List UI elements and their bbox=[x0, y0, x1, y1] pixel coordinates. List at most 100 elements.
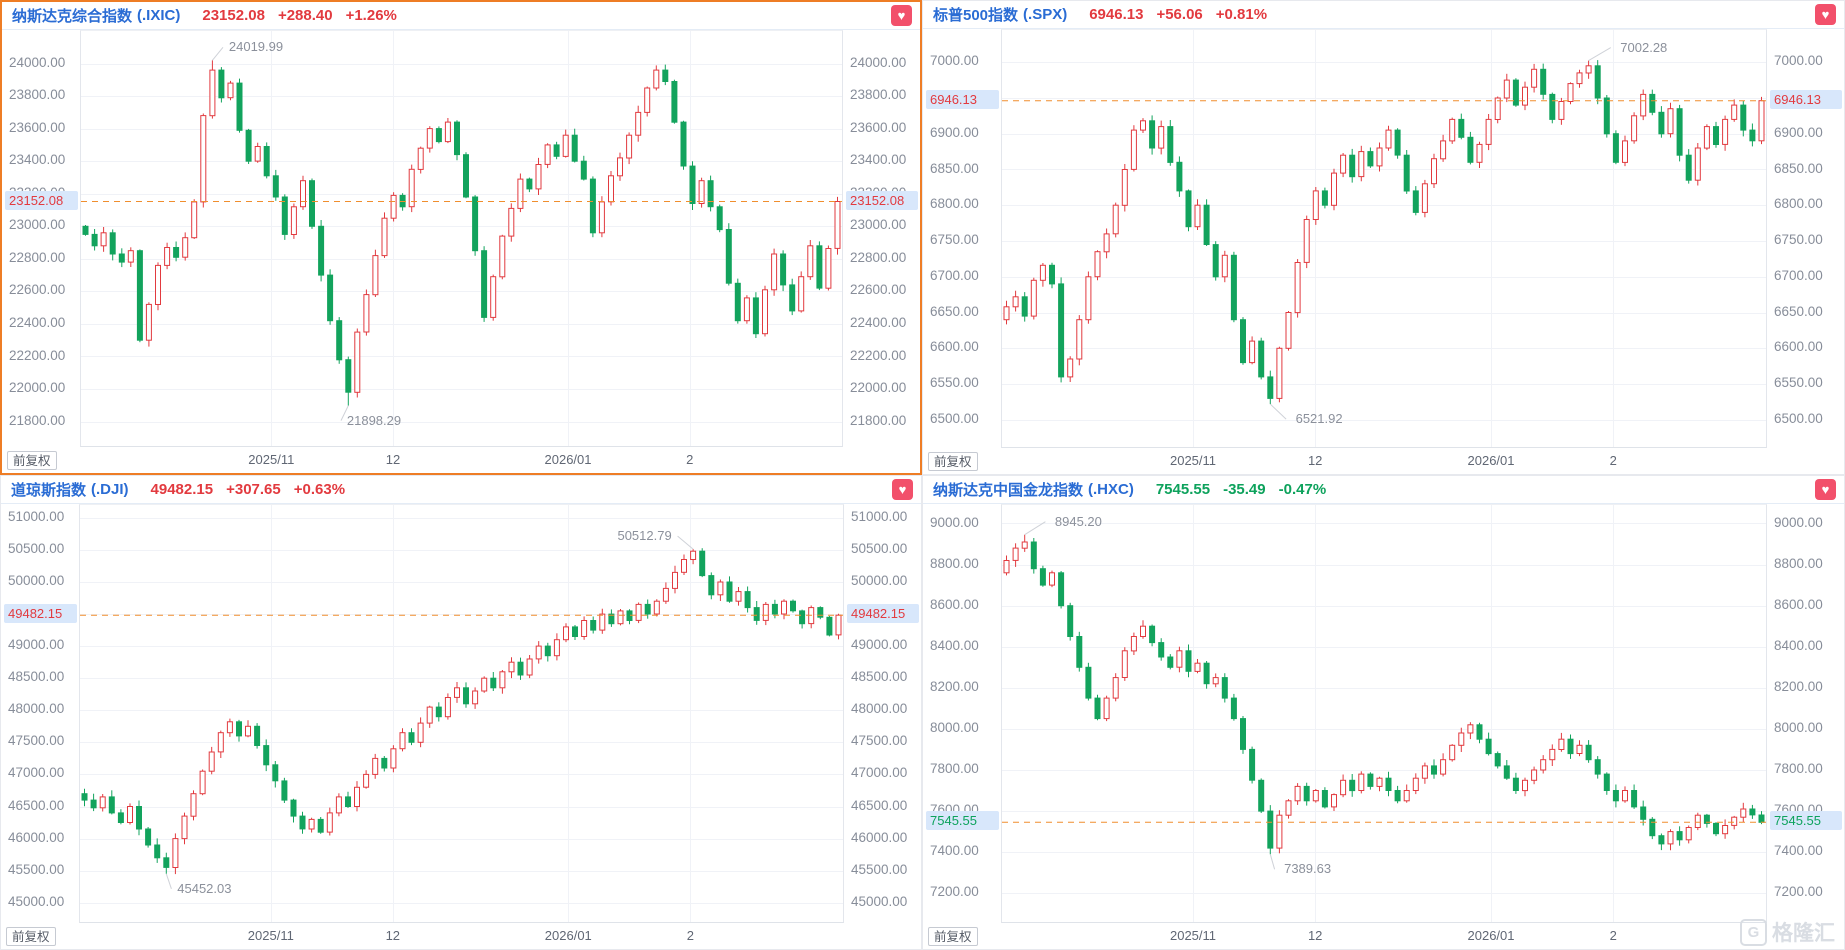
candle-body bbox=[1003, 306, 1010, 321]
axis-tick-label: 50000.00 bbox=[851, 573, 908, 588]
candle-body bbox=[1649, 818, 1656, 837]
forward-adjust-button[interactable]: 前复权 bbox=[928, 452, 978, 471]
candle-body bbox=[1549, 93, 1556, 120]
candle-body bbox=[617, 610, 624, 625]
axis-tick-label: 51000.00 bbox=[8, 508, 65, 524]
candlestick-chart[interactable]: 50512.79 45452.03 bbox=[79, 504, 844, 923]
index-price: 6946.13 bbox=[1089, 6, 1144, 23]
candle-body bbox=[1149, 120, 1156, 149]
candle-body bbox=[1603, 97, 1610, 135]
candle-body bbox=[1540, 759, 1547, 771]
candle-body bbox=[608, 175, 614, 203]
candle-body bbox=[463, 687, 469, 705]
favorite-heart-icon[interactable]: ♥ bbox=[892, 479, 913, 500]
candle-body bbox=[372, 757, 379, 775]
candle-body bbox=[1030, 541, 1037, 570]
candle-body bbox=[481, 677, 488, 692]
candle-body bbox=[598, 201, 605, 234]
axis-tick-label: 22200.00 bbox=[9, 347, 66, 363]
favorite-heart-icon[interactable]: ♥ bbox=[1815, 4, 1836, 25]
candle-body bbox=[644, 87, 651, 113]
candle-body bbox=[1585, 744, 1592, 761]
x-axis: 2025/11 12 2026/01 2 bbox=[1002, 923, 1766, 949]
candle-body bbox=[599, 613, 606, 631]
candle-body bbox=[580, 160, 587, 180]
axis-tick-label: 50500.00 bbox=[8, 540, 65, 556]
candle-body bbox=[799, 610, 806, 625]
candle-body bbox=[1512, 777, 1519, 792]
panel-titlebar: 标普500指数 (.SPX) 6946.13 +56.06 +0.81% ♥ bbox=[923, 1, 1844, 29]
forward-adjust-button[interactable]: 前复权 bbox=[6, 927, 56, 946]
candle-body bbox=[435, 706, 442, 718]
candle-body bbox=[236, 721, 242, 737]
axis-tick-label: 6500.00 bbox=[930, 410, 979, 426]
candle-body bbox=[199, 770, 206, 795]
candle-body bbox=[1276, 814, 1283, 849]
candle-body bbox=[1640, 806, 1647, 820]
candle-body bbox=[309, 180, 315, 227]
favorite-heart-icon[interactable]: ♥ bbox=[1815, 479, 1836, 500]
panel-dji[interactable]: 道琼斯指数 (.DJI) 49482.15 +307.65 +0.63% ♥ 4… bbox=[0, 475, 922, 950]
axis-tick-label: 6500.00 bbox=[1774, 410, 1823, 426]
annotation-leader bbox=[165, 873, 172, 889]
candle-body bbox=[526, 658, 533, 676]
candle-body bbox=[326, 812, 333, 833]
candle-body bbox=[1176, 650, 1183, 668]
candlestick-chart[interactable]: 24019.99 21898.29 bbox=[80, 30, 843, 447]
axis-tick-label: 7400.00 bbox=[1774, 843, 1823, 859]
candle-body bbox=[1240, 718, 1246, 750]
axis-tick-label: 6900.00 bbox=[1774, 124, 1823, 140]
candle-body bbox=[653, 600, 660, 615]
favorite-heart-icon[interactable]: ♥ bbox=[891, 5, 912, 26]
axis-tick-label: 6900.00 bbox=[930, 124, 979, 140]
axis-tick-label: 46500.00 bbox=[8, 797, 65, 813]
candle-body bbox=[1622, 790, 1628, 802]
candlestick-chart[interactable]: 7002.28 6521.92 bbox=[1001, 29, 1767, 448]
candle-body bbox=[1594, 759, 1601, 775]
candle-body bbox=[1440, 140, 1447, 160]
axis-tick-label: 23000.00 bbox=[850, 217, 907, 233]
candle-body bbox=[1440, 759, 1447, 775]
candle-body bbox=[581, 620, 588, 637]
candlestick-chart[interactable]: 8945.20 7389.63 bbox=[1001, 504, 1767, 923]
axis-tick-label: 6800.00 bbox=[930, 196, 979, 212]
axis-tick-label: 23600.00 bbox=[9, 119, 66, 135]
candle-body bbox=[1076, 319, 1083, 360]
last-price-tag: 49482.15 bbox=[847, 604, 919, 624]
candle-body bbox=[1713, 822, 1719, 835]
candle-body bbox=[1685, 827, 1692, 841]
candle-body bbox=[345, 359, 352, 393]
candle-body bbox=[1230, 697, 1237, 720]
panel-hxc[interactable]: 纳斯达克中国金龙指数 (.HXC) 7545.55 -35.49 -0.47% … bbox=[922, 475, 1845, 950]
candle-body bbox=[1158, 642, 1165, 658]
candle-body bbox=[1321, 190, 1328, 206]
candle-body bbox=[172, 838, 179, 869]
last-price-tag: 7545.55 bbox=[926, 811, 999, 831]
panel-ixic[interactable]: 纳斯达克综合指数 (.IXIC) 23152.08 +288.40 +1.26%… bbox=[0, 0, 922, 475]
candle-body bbox=[1249, 748, 1256, 781]
axis-tick-label: 48000.00 bbox=[851, 701, 908, 717]
candle-body bbox=[1522, 779, 1528, 792]
candle-body bbox=[644, 603, 651, 615]
candle-body bbox=[300, 180, 306, 208]
candle-body bbox=[472, 196, 479, 252]
candle-body bbox=[272, 175, 279, 198]
candle-body bbox=[1285, 800, 1292, 816]
forward-adjust-button[interactable]: 前复权 bbox=[928, 927, 978, 946]
index-price: 23152.08 bbox=[202, 7, 265, 24]
candle-body bbox=[1512, 79, 1519, 106]
candle-body bbox=[1394, 790, 1401, 802]
candle-body bbox=[1376, 777, 1383, 787]
y-axis-right: 21800.00 22000.00 22200.00 22400.00 22600.00… bbox=[843, 30, 920, 447]
x-axis-label: 2026/01 bbox=[1467, 453, 1515, 468]
candle-body bbox=[90, 799, 97, 809]
forward-adjust-button[interactable]: 前复权 bbox=[7, 451, 57, 470]
panel-spx[interactable]: 标普500指数 (.SPX) 6946.13 +56.06 +0.81% ♥ 6… bbox=[922, 0, 1845, 475]
candle-body bbox=[1049, 572, 1055, 586]
candle-body bbox=[226, 721, 233, 734]
candle-body bbox=[816, 245, 823, 289]
candle-body bbox=[363, 773, 370, 788]
candle-body bbox=[408, 168, 415, 208]
candle-body bbox=[707, 180, 714, 208]
